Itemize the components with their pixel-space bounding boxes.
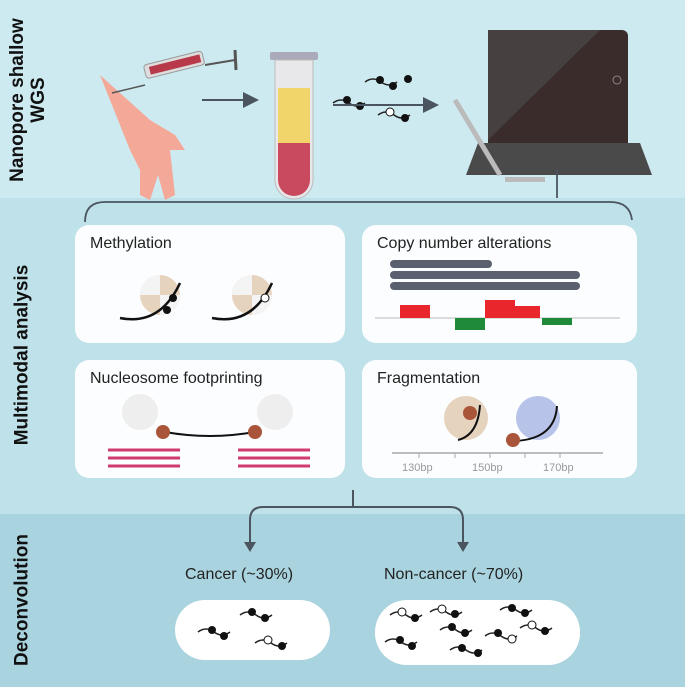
tick-label: 170bp <box>543 462 574 474</box>
tick-label: 150bp <box>472 462 503 474</box>
fragmentation-icon <box>392 396 603 458</box>
card-fragmentation: Fragmentation <box>362 360 637 478</box>
syringe-icon <box>111 49 238 94</box>
hand-icon <box>100 75 185 200</box>
cancer-fragments <box>197 608 288 650</box>
blood-tube-icon <box>270 52 318 200</box>
band-deconvolution <box>0 514 685 687</box>
methylation-nucleosome-icon <box>119 275 274 321</box>
laptop-icon <box>452 30 652 182</box>
card-methylation: Methylation <box>75 225 345 343</box>
split-arrow <box>249 490 464 545</box>
card-cna: Copy number alterations <box>362 225 637 343</box>
nucleosome-footprint-icon <box>108 394 310 468</box>
dna-fragments-icon <box>332 75 412 122</box>
tick-label: 130bp <box>402 462 433 474</box>
cna-plot <box>375 260 620 330</box>
cancer-label: Cancer (~30%) <box>185 566 294 583</box>
card-title: Nucleosome footprinting <box>90 370 263 387</box>
noncancer-fragments <box>384 604 553 657</box>
card-title: Methylation <box>90 235 172 252</box>
card-title: Copy number alterations <box>377 235 552 252</box>
card-title: Fragmentation <box>377 370 481 387</box>
noncancer-label: Non-cancer (~70%) <box>384 566 524 583</box>
bracket <box>84 170 633 223</box>
